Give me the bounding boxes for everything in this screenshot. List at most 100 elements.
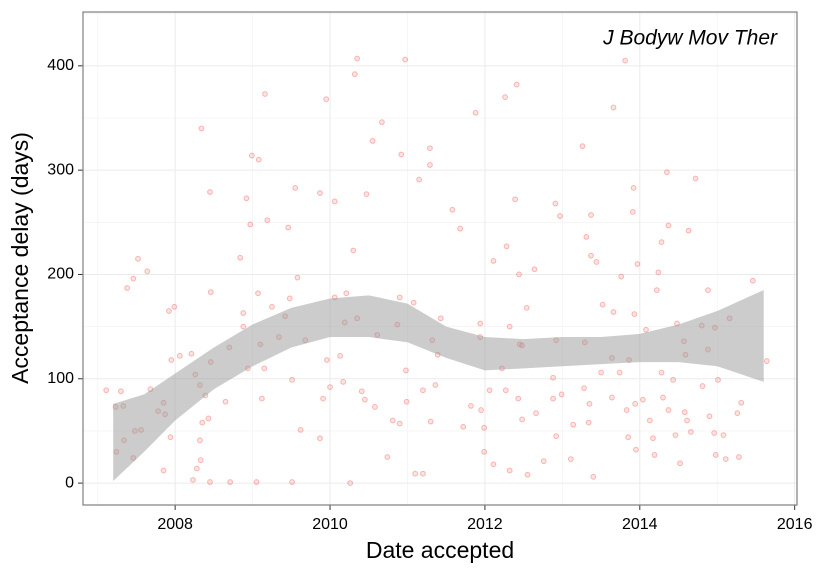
point [166,308,172,314]
point [340,379,347,385]
point [118,388,124,395]
point [347,480,354,486]
point [623,407,630,413]
point [331,198,338,205]
point [593,259,600,265]
point [581,385,587,392]
point [403,367,409,374]
x-tick-label: 2014 [622,516,658,533]
y-tick-label: 200 [47,266,74,283]
point [705,287,711,294]
y-axis-title: Acceptance delay (days) [7,132,33,384]
point [672,432,679,439]
point [207,189,213,195]
point [135,255,141,262]
panel-border [82,11,798,506]
y-tick-label: 100 [47,370,74,387]
point [685,227,692,234]
point [255,290,261,297]
annotation: J Bodyw Mov Ther [602,27,778,50]
point [630,184,637,191]
point [289,376,295,383]
point [176,352,183,359]
point [261,365,268,372]
point [294,274,301,281]
point [515,395,522,402]
point [207,479,213,485]
point [749,277,756,284]
point [646,417,653,424]
point [670,376,676,383]
point [160,467,167,474]
point [506,323,513,330]
point [402,56,409,63]
point [631,311,638,318]
point [558,391,565,398]
point [722,456,729,463]
point [286,295,293,302]
point [616,369,623,376]
point [389,417,396,424]
point [665,222,672,229]
point [478,407,484,413]
point [358,388,365,395]
point [372,404,378,410]
point [486,387,493,394]
point [540,458,547,465]
point [699,383,706,389]
point [379,119,385,126]
point [734,410,741,417]
point [643,326,649,333]
point [103,387,110,394]
point [264,217,271,224]
point [502,387,509,394]
point [468,402,474,409]
point [262,91,268,97]
point [720,432,727,439]
point [292,184,299,191]
point [650,435,656,442]
point [398,151,405,158]
point [457,225,464,232]
point [197,437,203,444]
point [363,191,370,198]
point [665,407,672,413]
point [598,369,604,376]
point [610,104,617,111]
y-tick-label: 300 [47,161,74,178]
point [513,81,520,88]
point [512,196,519,203]
point [516,271,522,278]
point [588,252,594,259]
point [609,394,615,401]
point [567,456,574,463]
point [658,369,665,376]
point [222,398,229,405]
point [503,243,510,250]
point [664,169,670,176]
x-axis-title: Date accepted [366,537,514,563]
point [167,434,174,441]
point [579,143,586,150]
point [297,426,304,433]
point [199,419,206,426]
point [248,152,255,159]
point [124,285,131,291]
point [692,175,699,182]
point [763,358,770,364]
point [337,352,344,359]
point [629,208,636,215]
point [197,457,204,464]
point [240,323,247,330]
point [660,394,666,401]
point [255,156,262,163]
point [190,477,196,483]
point [144,268,151,275]
y-tick-label: 0 [65,474,74,491]
point [171,303,178,310]
point [585,419,592,426]
point [410,299,417,306]
point [557,213,563,219]
